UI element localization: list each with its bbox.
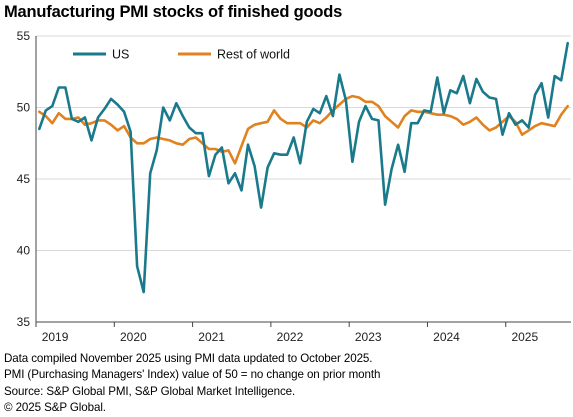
footnote-copyright: © 2025 S&P Global.	[4, 400, 106, 414]
legend: US Rest of world	[73, 48, 290, 62]
y-tick-label: 40	[17, 244, 31, 258]
y-tick-label: 50	[17, 101, 31, 115]
x-tick-label: 2019	[42, 330, 69, 344]
y-tick-label: 55	[17, 29, 31, 43]
x-tick-label: 2024	[433, 330, 460, 344]
footnote-source: Source: S&P Global PMI, S&P Global Marke…	[4, 384, 296, 398]
y-tick-label: 45	[17, 172, 31, 186]
footnotes: Data compiled November 2025 using PMI da…	[4, 351, 380, 416]
footnote-definition: PMI (Purchasing Managers' Index) value o…	[4, 368, 381, 382]
x-tick-label: 2025	[511, 330, 538, 344]
y-tick-label: 35	[17, 315, 31, 329]
x-axis: 2019 2020 2021 2022 2023 2024 2025	[35, 36, 571, 344]
x-tick-label: 2022	[277, 330, 304, 344]
x-tick-label: 2020	[120, 330, 147, 344]
series-lines	[37, 41, 570, 294]
series-line-us	[37, 41, 570, 294]
x-tick-label: 2023	[355, 330, 382, 344]
chart-title: Manufacturing PMI stocks of finished goo…	[4, 3, 343, 21]
legend-label: US	[112, 48, 129, 62]
footnote-compiled: Data compiled November 2025 using PMI da…	[4, 352, 373, 365]
x-tick-label: 2021	[198, 330, 225, 344]
gridlines	[36, 35, 571, 251]
series-line-rest-of-world	[37, 94, 570, 165]
legend-label: Rest of world	[217, 48, 290, 62]
y-axis-ticks: 35 40 45 50 55	[17, 29, 31, 329]
